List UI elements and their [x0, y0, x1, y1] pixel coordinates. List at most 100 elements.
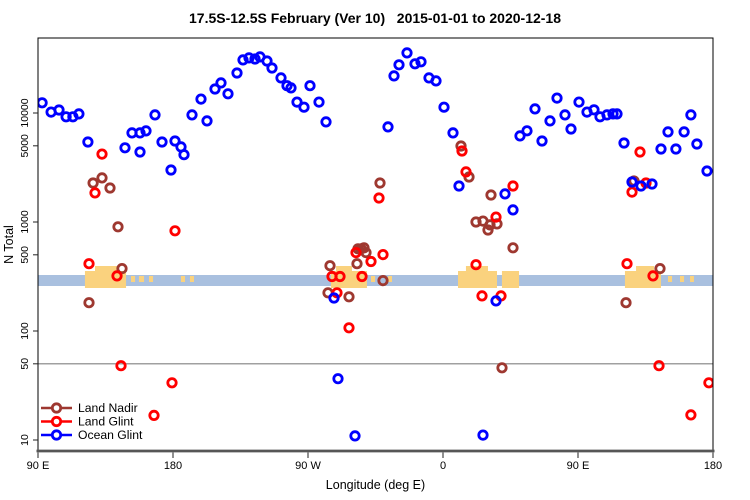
data-point — [332, 373, 344, 385]
data-point — [285, 82, 297, 94]
legend-marker — [50, 429, 63, 441]
data-point — [89, 187, 101, 199]
data-point — [401, 47, 413, 59]
data-point — [73, 108, 85, 120]
data-point — [343, 322, 355, 334]
land-patch — [680, 276, 685, 282]
data-point — [82, 136, 94, 148]
land-patch — [371, 276, 376, 282]
data-point — [222, 88, 234, 100]
ocean-band — [38, 275, 713, 286]
data-point — [691, 138, 703, 150]
data-point — [377, 274, 389, 287]
data-point — [298, 101, 310, 113]
series-ocean-glint — [38, 47, 713, 442]
data-point — [490, 211, 502, 223]
data-point — [654, 262, 666, 275]
y-tick-label: 100 — [19, 322, 31, 340]
legend-marker — [50, 402, 63, 414]
data-point — [324, 260, 336, 272]
data-point — [565, 123, 577, 135]
land-patch — [131, 276, 136, 282]
data-point — [60, 111, 72, 123]
data-point — [507, 204, 519, 216]
data-point — [655, 143, 667, 155]
y-tick-label: 10 — [19, 434, 31, 446]
data-point — [149, 109, 161, 121]
legend-item-land-nadir: Land Nadir — [41, 401, 138, 415]
data-point — [635, 180, 647, 192]
data-point — [685, 409, 697, 421]
data-point — [328, 292, 340, 304]
data-point — [377, 249, 389, 261]
data-point — [618, 137, 630, 149]
data-point — [496, 362, 508, 374]
data-point — [521, 125, 533, 137]
data-point — [237, 54, 249, 66]
data-point — [134, 146, 146, 158]
data-point — [507, 242, 519, 254]
data-point — [87, 177, 99, 189]
x-tick-label: 180 — [164, 460, 182, 472]
y-tick-label: 50 — [19, 358, 31, 370]
y-tick-label: 5000 — [19, 134, 31, 158]
data-point — [96, 148, 108, 160]
data-point — [261, 55, 273, 67]
data-point — [382, 121, 394, 133]
data-point — [653, 360, 665, 372]
data-point — [38, 97, 48, 109]
data-point — [703, 377, 713, 389]
data-point — [551, 92, 563, 104]
data-point — [620, 297, 632, 309]
data-point — [662, 126, 674, 138]
data-point — [544, 115, 556, 127]
series-land-nadir — [83, 140, 666, 374]
data-point — [334, 270, 346, 283]
land-patch — [149, 276, 154, 282]
data-point — [490, 295, 502, 307]
data-point — [701, 165, 713, 177]
x-tick-label: 90 E — [27, 460, 50, 472]
data-point — [231, 67, 243, 79]
data-point — [350, 247, 362, 259]
data-point — [491, 218, 503, 230]
y-tick-label: 10000 — [19, 98, 31, 127]
data-point — [343, 291, 355, 303]
legend-item-ocean-glint: Ocean Glint — [41, 428, 143, 442]
data-point — [178, 149, 190, 161]
data-point — [499, 188, 511, 200]
data-point — [476, 290, 488, 302]
data-point — [243, 52, 255, 64]
data-point — [275, 72, 287, 84]
data-point — [621, 258, 633, 270]
data-point — [588, 104, 600, 116]
data-point — [304, 80, 316, 92]
data-point — [351, 258, 363, 270]
data-point — [460, 166, 472, 178]
land-patch — [624, 271, 661, 288]
chart-title: 17.5S-12.5S February (Ver 10) 2015-01-01… — [189, 10, 561, 26]
land-patch — [336, 266, 352, 273]
data-point — [320, 116, 332, 128]
data-point — [374, 177, 386, 189]
data-point — [115, 360, 127, 372]
data-point — [104, 182, 116, 194]
data-point — [514, 130, 526, 142]
data-point — [678, 126, 690, 138]
data-point — [626, 186, 638, 198]
data-point — [165, 164, 177, 176]
data-point — [559, 109, 571, 121]
y-axis-title: N Total — [2, 225, 16, 264]
data-point — [116, 262, 128, 275]
data-point — [201, 115, 213, 127]
land-patch — [501, 271, 520, 288]
map-strip — [38, 266, 713, 288]
land-patch — [387, 276, 392, 282]
data-point — [356, 270, 368, 283]
data-point — [83, 297, 95, 309]
data-point — [470, 259, 482, 271]
y-tick-label: 1000 — [19, 210, 31, 234]
data-point — [360, 247, 372, 259]
